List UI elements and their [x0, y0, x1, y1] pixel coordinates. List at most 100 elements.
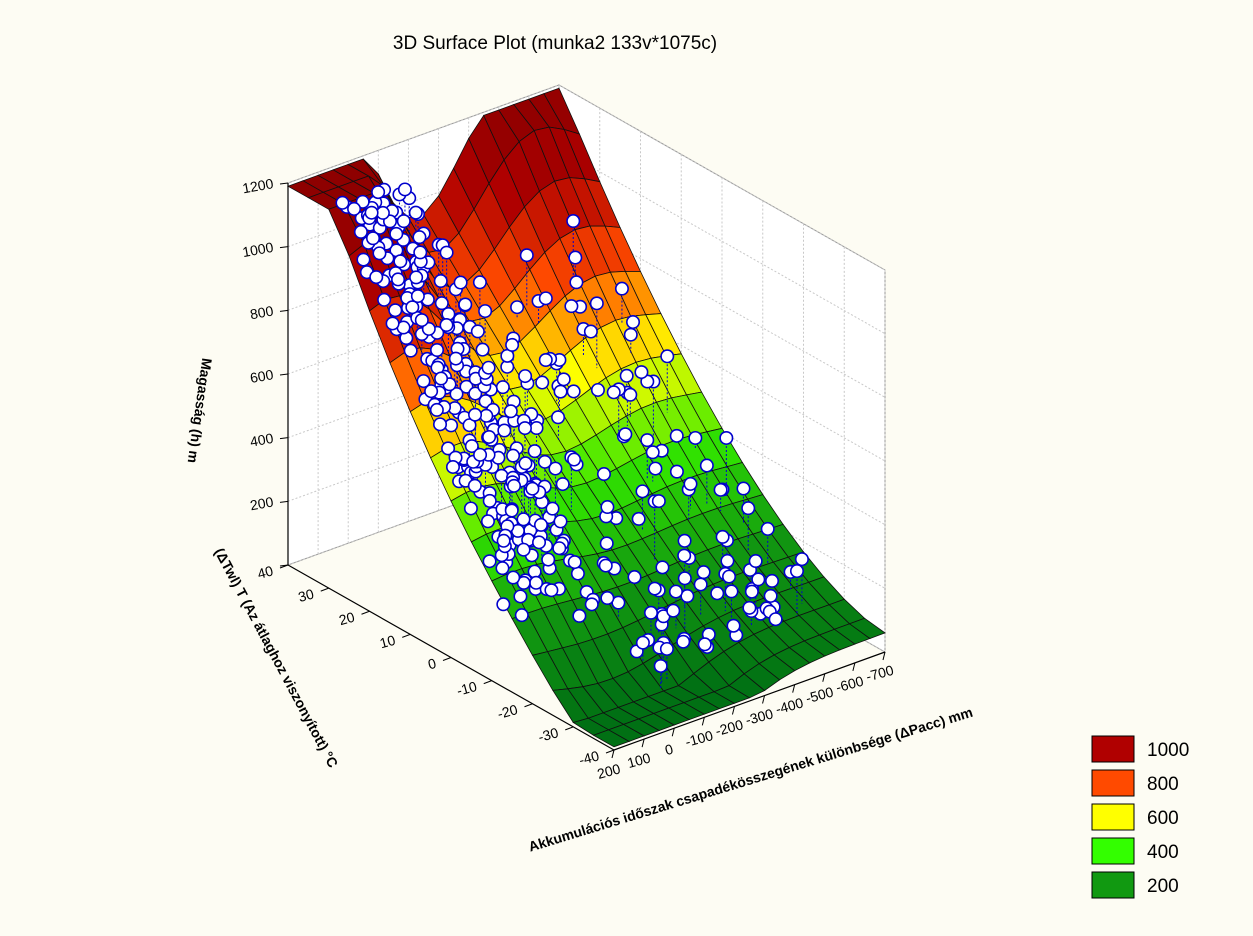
data-point: [388, 303, 403, 318]
y-tick-label: 40: [256, 562, 275, 582]
data-point: [538, 352, 553, 367]
data-point: [369, 270, 384, 285]
data-point: [479, 408, 494, 423]
data-point: [518, 456, 533, 471]
data-point: [710, 586, 725, 601]
data-point: [669, 428, 684, 443]
data-point: [590, 382, 605, 397]
data-point: [409, 270, 424, 285]
data-point: [364, 205, 379, 220]
data-point: [481, 360, 496, 375]
data-point: [478, 394, 493, 409]
data-point: [736, 481, 751, 496]
data-point: [789, 564, 804, 579]
data-point: [470, 324, 485, 339]
z-axis-ticks: 200 400 600 800 1000 1200: [241, 175, 289, 567]
data-point: [726, 618, 741, 633]
data-point: [634, 365, 649, 380]
data-point: [719, 430, 734, 445]
data-point: [506, 570, 521, 585]
data-point: [453, 275, 468, 290]
data-point: [517, 421, 532, 436]
data-point: [473, 447, 488, 462]
data-point: [389, 226, 404, 241]
z-tick-label: 200: [249, 493, 275, 513]
data-point: [567, 452, 582, 467]
data-point: [412, 230, 427, 245]
data-point: [627, 570, 642, 585]
y-tick: [483, 680, 492, 685]
x-tick: [822, 673, 826, 682]
x-tick-label: -700: [864, 662, 895, 685]
legend-swatch: [1091, 837, 1135, 865]
data-point: [475, 342, 490, 357]
data-point: [506, 448, 521, 463]
data-point: [742, 600, 757, 615]
data-point: [448, 351, 463, 366]
data-point: [482, 429, 497, 444]
x-tick-label: 200: [595, 760, 622, 782]
data-point: [741, 501, 756, 516]
data-point: [525, 481, 540, 496]
data-point: [666, 603, 681, 618]
data-point: [572, 608, 587, 623]
data-point: [598, 558, 613, 573]
data-point: [532, 535, 547, 550]
data-point: [643, 605, 658, 620]
data-point: [529, 421, 544, 436]
data-point: [527, 444, 542, 459]
z-tick: [279, 309, 289, 312]
data-point: [589, 296, 604, 311]
x-tick-label: 100: [625, 749, 652, 771]
data-point: [696, 565, 711, 580]
data-point: [683, 476, 698, 491]
data-point: [424, 384, 439, 399]
data-point: [724, 584, 739, 599]
data-point: [584, 597, 599, 612]
data-point: [635, 484, 650, 499]
data-point: [569, 275, 584, 290]
data-point: [659, 641, 674, 656]
data-point: [626, 315, 641, 330]
z-tick-label: 600: [249, 366, 275, 386]
data-point: [482, 493, 497, 508]
y-tick-label: -20: [496, 701, 520, 722]
data-point: [518, 369, 533, 384]
data-point: [722, 569, 737, 584]
x-tick: [762, 695, 766, 704]
data-point: [441, 441, 456, 456]
legend-label: 200: [1147, 876, 1179, 897]
data-point: [655, 560, 670, 575]
data-point: [505, 337, 520, 352]
data-point: [503, 404, 518, 419]
data-point: [552, 541, 567, 556]
data-point: [464, 439, 479, 454]
data-point: [538, 291, 553, 306]
data-point: [537, 454, 552, 469]
data-point: [713, 482, 728, 497]
z-tick-label: 400: [249, 430, 275, 450]
data-point: [496, 597, 511, 612]
x-tick: [792, 684, 796, 693]
y-tick: [279, 564, 289, 569]
data-point: [480, 514, 495, 529]
data-point: [403, 343, 418, 358]
data-point: [645, 445, 660, 460]
data-point: [676, 634, 691, 649]
z-tick: [279, 500, 289, 503]
data-point: [760, 521, 775, 536]
data-point: [429, 402, 444, 417]
data-point: [478, 304, 493, 319]
y-tick: [442, 657, 452, 661]
data-point: [482, 554, 497, 569]
data-point: [519, 248, 534, 263]
data-point: [748, 554, 763, 569]
data-point: [434, 371, 449, 386]
data-point: [377, 292, 392, 307]
z-tick-label: 1000: [241, 239, 275, 260]
data-point: [541, 552, 556, 567]
y-tick: [361, 610, 370, 615]
y-tick: [565, 726, 574, 731]
data-point: [504, 503, 519, 518]
data-point: [458, 297, 473, 312]
